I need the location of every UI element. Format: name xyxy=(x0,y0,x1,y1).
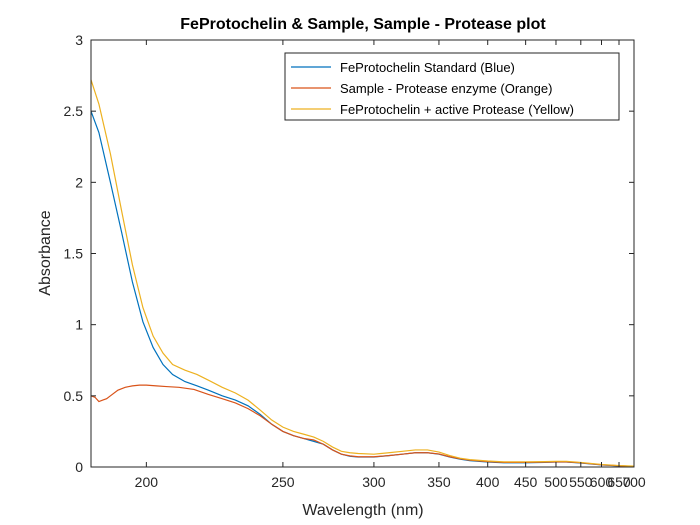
x-tick-label: 450 xyxy=(514,474,538,490)
y-tick-label: 2 xyxy=(75,174,83,190)
y-axis-ticks: 0 0.5 1 1.5 2 2.5 3 xyxy=(64,32,634,475)
legend: FeProtochelin Standard (Blue) Sample - Pr… xyxy=(284,52,620,121)
y-tick-label: 1.5 xyxy=(64,246,84,262)
x-axis-label: Wavelength (nm) xyxy=(302,502,423,519)
x-tick-label: 500 xyxy=(544,474,568,490)
chart-title: FeProtochelin & Sample, Sample - Proteas… xyxy=(180,16,546,33)
x-tick-label: 600 xyxy=(590,474,614,490)
series-line-0 xyxy=(90,110,635,467)
legend-label-0: FeProtochelin Standard (Blue) xyxy=(340,60,515,75)
x-tick-label: 350 xyxy=(427,474,451,490)
x-tick-label: 400 xyxy=(476,474,500,490)
x-tick-label: 250 xyxy=(271,474,295,490)
x-tick-label: 700 xyxy=(622,474,646,490)
y-tick-label: 1 xyxy=(75,317,83,333)
x-tick-label: 550 xyxy=(569,474,593,490)
x-tick-label: 200 xyxy=(135,474,159,490)
legend-box xyxy=(284,52,620,121)
legend-label-2: FeProtochelin + active Protease (Yellow) xyxy=(340,102,574,117)
y-tick-label: 3 xyxy=(75,32,83,48)
x-tick-label: 300 xyxy=(362,474,386,490)
legend-label-1: Sample - Protease enzyme (Orange) xyxy=(340,81,552,96)
x-tick-label: 650 xyxy=(607,474,631,490)
series-line-2 xyxy=(90,79,635,467)
y-tick-label: 0.5 xyxy=(64,388,84,404)
y-tick-label: 2.5 xyxy=(64,103,84,119)
series-lines xyxy=(90,79,635,467)
y-tick-label: 0 xyxy=(75,459,83,475)
y-axis-label: Absorbance xyxy=(37,210,54,295)
